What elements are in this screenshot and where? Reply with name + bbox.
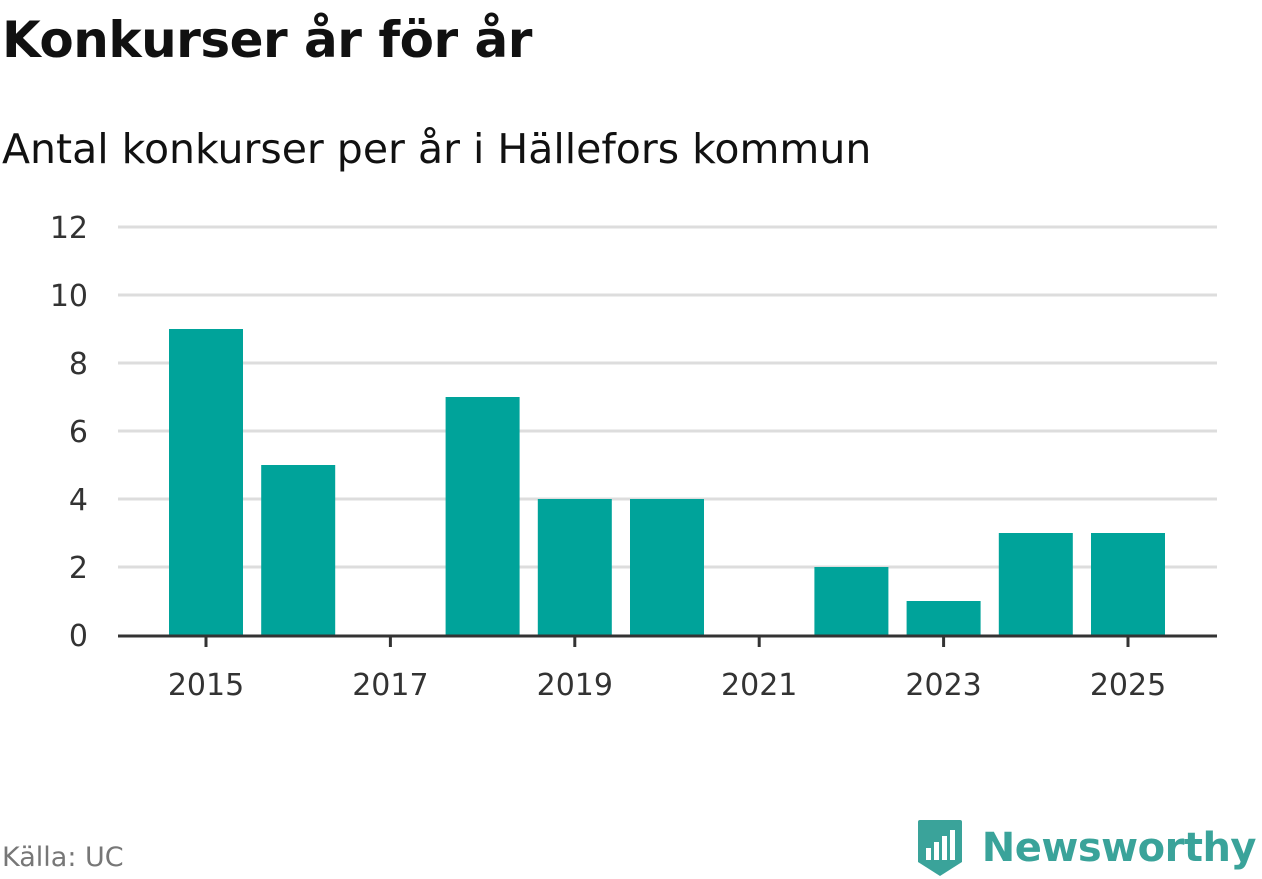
chart-title: Konkurser år för år bbox=[2, 11, 532, 69]
bars bbox=[169, 329, 1165, 635]
bar-2024 bbox=[998, 533, 1073, 635]
bar-2020 bbox=[630, 499, 704, 635]
y-tick-label: 12 bbox=[50, 211, 88, 246]
chart-subtitle: Antal konkurser per år i Hällefors kommu… bbox=[2, 125, 872, 173]
y-tick-label: 2 bbox=[69, 551, 88, 586]
y-tick-label: 10 bbox=[50, 279, 88, 314]
bar-2023 bbox=[906, 601, 981, 635]
bar-2018 bbox=[445, 397, 520, 635]
y-tick-label: 6 bbox=[69, 415, 88, 450]
bar-2019 bbox=[537, 499, 612, 635]
newsworthy-logo-icon bbox=[917, 820, 962, 876]
y-tick-label: 4 bbox=[69, 483, 88, 518]
bar-2016 bbox=[261, 465, 336, 635]
y-tick-label: 0 bbox=[69, 619, 88, 654]
x-tick-label: 2017 bbox=[352, 668, 428, 703]
bar-2022 bbox=[814, 567, 889, 635]
brand-name: Newsworthy bbox=[981, 825, 1257, 871]
source-note: Källa: UC bbox=[2, 842, 124, 873]
x-tick-label: 2021 bbox=[721, 668, 797, 703]
x-tick-label: 2015 bbox=[168, 668, 244, 703]
x-tick-label: 2023 bbox=[905, 668, 981, 703]
axes bbox=[118, 634, 1217, 647]
brand: Newsworthy bbox=[916, 818, 1257, 878]
y-axis-tick-labels: 0 2 4 6 8 10 12 bbox=[50, 211, 88, 654]
bar-2025 bbox=[1091, 533, 1165, 635]
y-tick-label: 8 bbox=[69, 347, 88, 382]
x-tick-label: 2025 bbox=[1090, 668, 1166, 703]
x-axis-tick-labels: 2015 2017 2019 2021 2023 2025 bbox=[168, 668, 1166, 703]
bar-2015 bbox=[169, 329, 243, 635]
x-tick-label: 2019 bbox=[537, 668, 613, 703]
